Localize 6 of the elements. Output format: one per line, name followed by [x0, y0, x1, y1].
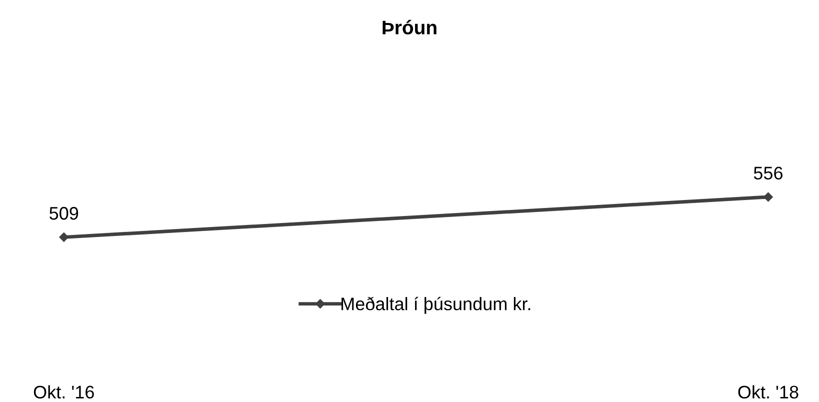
x-tick-label: Okt. '16	[34, 385, 94, 399]
data-label: 509	[50, 206, 78, 220]
legend-label: Meðaltal í þúsundum kr.	[342, 296, 530, 314]
chart-title: Þróun	[382, 20, 436, 34]
x-tick-label: Okt. '18	[738, 385, 798, 399]
data-label: 556	[754, 166, 782, 180]
